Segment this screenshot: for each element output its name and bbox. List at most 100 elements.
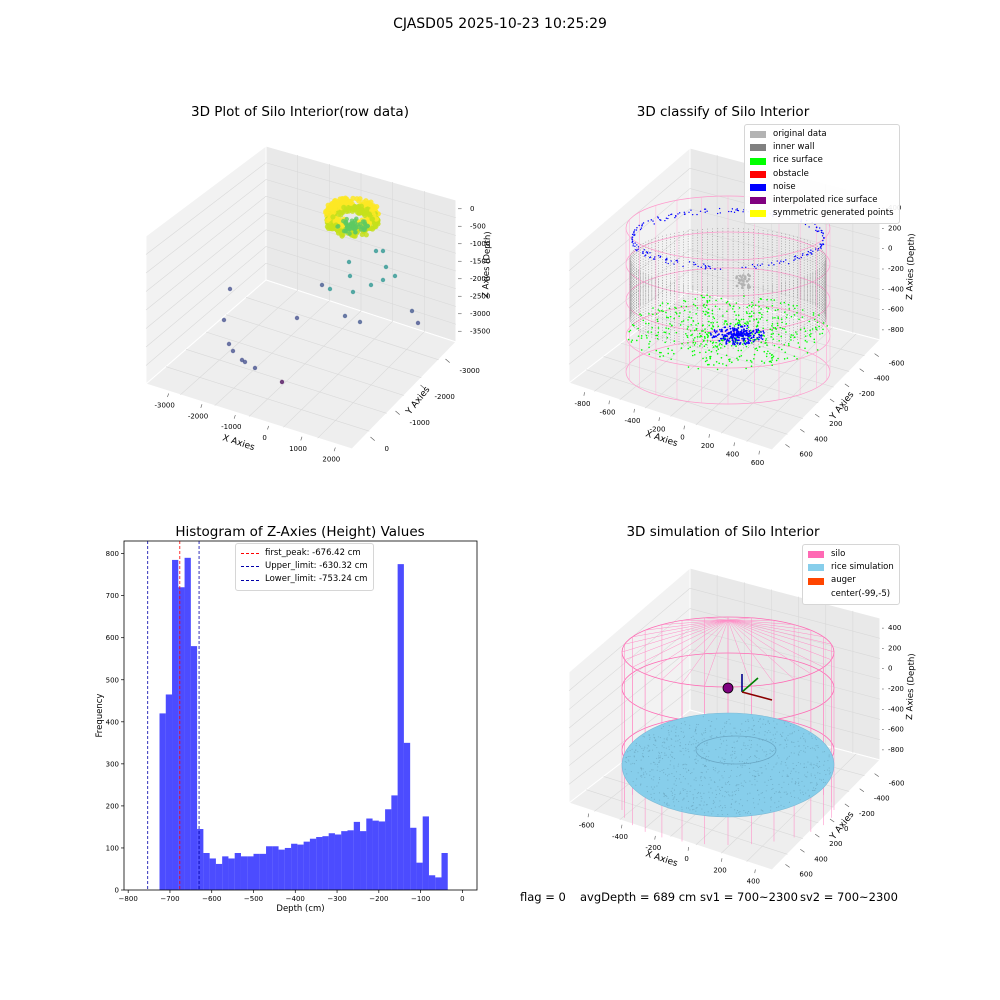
- panel4-rice-point: [657, 782, 660, 784]
- panel4-rice-point: [745, 736, 747, 739]
- panel2-x-tick: [758, 450, 760, 455]
- panel4-rice-point: [778, 771, 781, 773]
- panel4-rice-point: [767, 779, 769, 781]
- panel2-rice-point: [706, 333, 708, 336]
- panel2-rice-point: [755, 347, 758, 350]
- panel1-x-tick-label: -1000: [221, 423, 241, 431]
- panel2-rice-point: [675, 311, 677, 314]
- panel4-rice-point: [719, 738, 722, 740]
- panel2-rice-point: [746, 306, 748, 309]
- panel4-rice-point: [787, 757, 789, 759]
- panel2-noise-point: [796, 257, 799, 259]
- panel4-rice-point: [758, 774, 760, 776]
- panel2-rice-point: [675, 331, 678, 334]
- panel1-point: [342, 313, 348, 319]
- sv1-text: sv1 = 700~2300: [700, 890, 798, 904]
- panel2-rice-point: [803, 327, 806, 330]
- panel4-rice-point: [807, 789, 809, 791]
- panel2-rice-point: [753, 312, 755, 314]
- panel4-rice-point: [654, 737, 656, 739]
- panel4-rice-point: [663, 738, 665, 740]
- panel2-noise-point: [641, 252, 644, 254]
- panel4-rice-point: [699, 804, 701, 806]
- panel2-rice-point: [665, 327, 667, 329]
- panel4-rice-point: [730, 806, 732, 808]
- panel2-noise-point: [642, 222, 645, 224]
- panel4-rice-point: [712, 810, 714, 812]
- panel2-noise-point: [652, 258, 655, 260]
- panel2-rice-point: [670, 358, 672, 361]
- panel2-rice-point: [712, 316, 714, 318]
- panel4-rice-point: [650, 786, 652, 788]
- panel4-rice-point: [735, 800, 737, 802]
- panel2-rice-point: [630, 341, 633, 343]
- panel2-noise-point: [757, 338, 760, 341]
- panel4-rice-point: [680, 792, 682, 795]
- panel2-rice-point: [723, 345, 726, 348]
- panel4-rice-point: [689, 790, 691, 793]
- panel2-x-tick-label: -400: [625, 417, 641, 425]
- panel2-rice-point: [694, 298, 697, 300]
- panel4-rice-point: [803, 763, 805, 765]
- panel4-rice-point: [624, 761, 626, 763]
- panel2-rice-point: [764, 342, 766, 344]
- panel1-x-tick: [200, 404, 203, 408]
- panel2-noise-point: [737, 209, 740, 212]
- panel4-rice-point: [781, 761, 783, 763]
- panel4-rice-point: [679, 750, 681, 752]
- panel4-y-label: Y Axies: [828, 810, 857, 843]
- panel4-rice-point: [808, 733, 810, 735]
- panel4-rice-point: [673, 801, 675, 803]
- panel2-noise-point: [820, 229, 822, 232]
- panel4-rice-point: [738, 812, 740, 814]
- panel4-rice-point: [774, 733, 777, 735]
- panel2-rice-point: [751, 333, 754, 335]
- panel2-y-tick: [829, 398, 835, 403]
- panel1-point: [380, 277, 386, 283]
- panel4-rice-point: [774, 802, 776, 804]
- panel2-rice-point: [707, 312, 710, 314]
- panel4-rice-point: [778, 744, 780, 746]
- panel4-rice-point: [805, 766, 807, 768]
- panel2-rice-point: [697, 367, 700, 370]
- panel1-point: [327, 223, 333, 229]
- panel2-rice-point: [789, 336, 792, 338]
- panel4-rice-point: [628, 760, 630, 762]
- panel2-rice-point: [669, 315, 672, 318]
- panel4-rice-point: [701, 797, 703, 799]
- panel4-rice-point: [763, 718, 765, 720]
- panel2-rice-point: [704, 360, 707, 363]
- panel2-rice-point: [648, 353, 651, 356]
- panel4-rice-point: [654, 763, 656, 765]
- panel2-rice-point: [758, 300, 760, 303]
- panel4-rice-point: [715, 796, 717, 799]
- panel2-noise-point: [704, 211, 706, 213]
- panel1-gridline: [145, 162, 267, 255]
- panel2-noise-point: [634, 229, 636, 231]
- panel4-rice-point: [681, 806, 683, 808]
- panel2-noise-point: [683, 213, 686, 215]
- panel4-rice-point: [703, 753, 705, 755]
- panel2-noise-point: [714, 268, 716, 270]
- panel4-rice-point: [724, 731, 726, 733]
- panel2-rice-point: [771, 324, 773, 327]
- panel4-rice-point: [746, 759, 748, 761]
- panel4-rice-point: [701, 739, 703, 741]
- panel2-rice-point: [667, 352, 670, 355]
- panel2-rice-point: [681, 320, 683, 323]
- panel2-noise-point: [823, 237, 825, 239]
- panel4-rice-point: [761, 766, 763, 769]
- panel4-rice-point: [748, 749, 750, 751]
- panel4-rice-point: [780, 796, 782, 798]
- panel4-rice-point: [760, 792, 762, 794]
- panel4-rice-point: [697, 742, 699, 744]
- panel4-rice-point: [635, 784, 637, 786]
- panel4-rice-point: [787, 783, 790, 785]
- panel2-rice-point: [728, 360, 731, 362]
- panel2-rice-point: [712, 322, 715, 324]
- panel4-rice-point: [689, 741, 691, 743]
- panel4-rice-point: [803, 785, 805, 787]
- panel2-noise-point: [693, 264, 695, 266]
- panel2-noise-point: [804, 223, 807, 226]
- panel2-rice-point: [708, 363, 710, 366]
